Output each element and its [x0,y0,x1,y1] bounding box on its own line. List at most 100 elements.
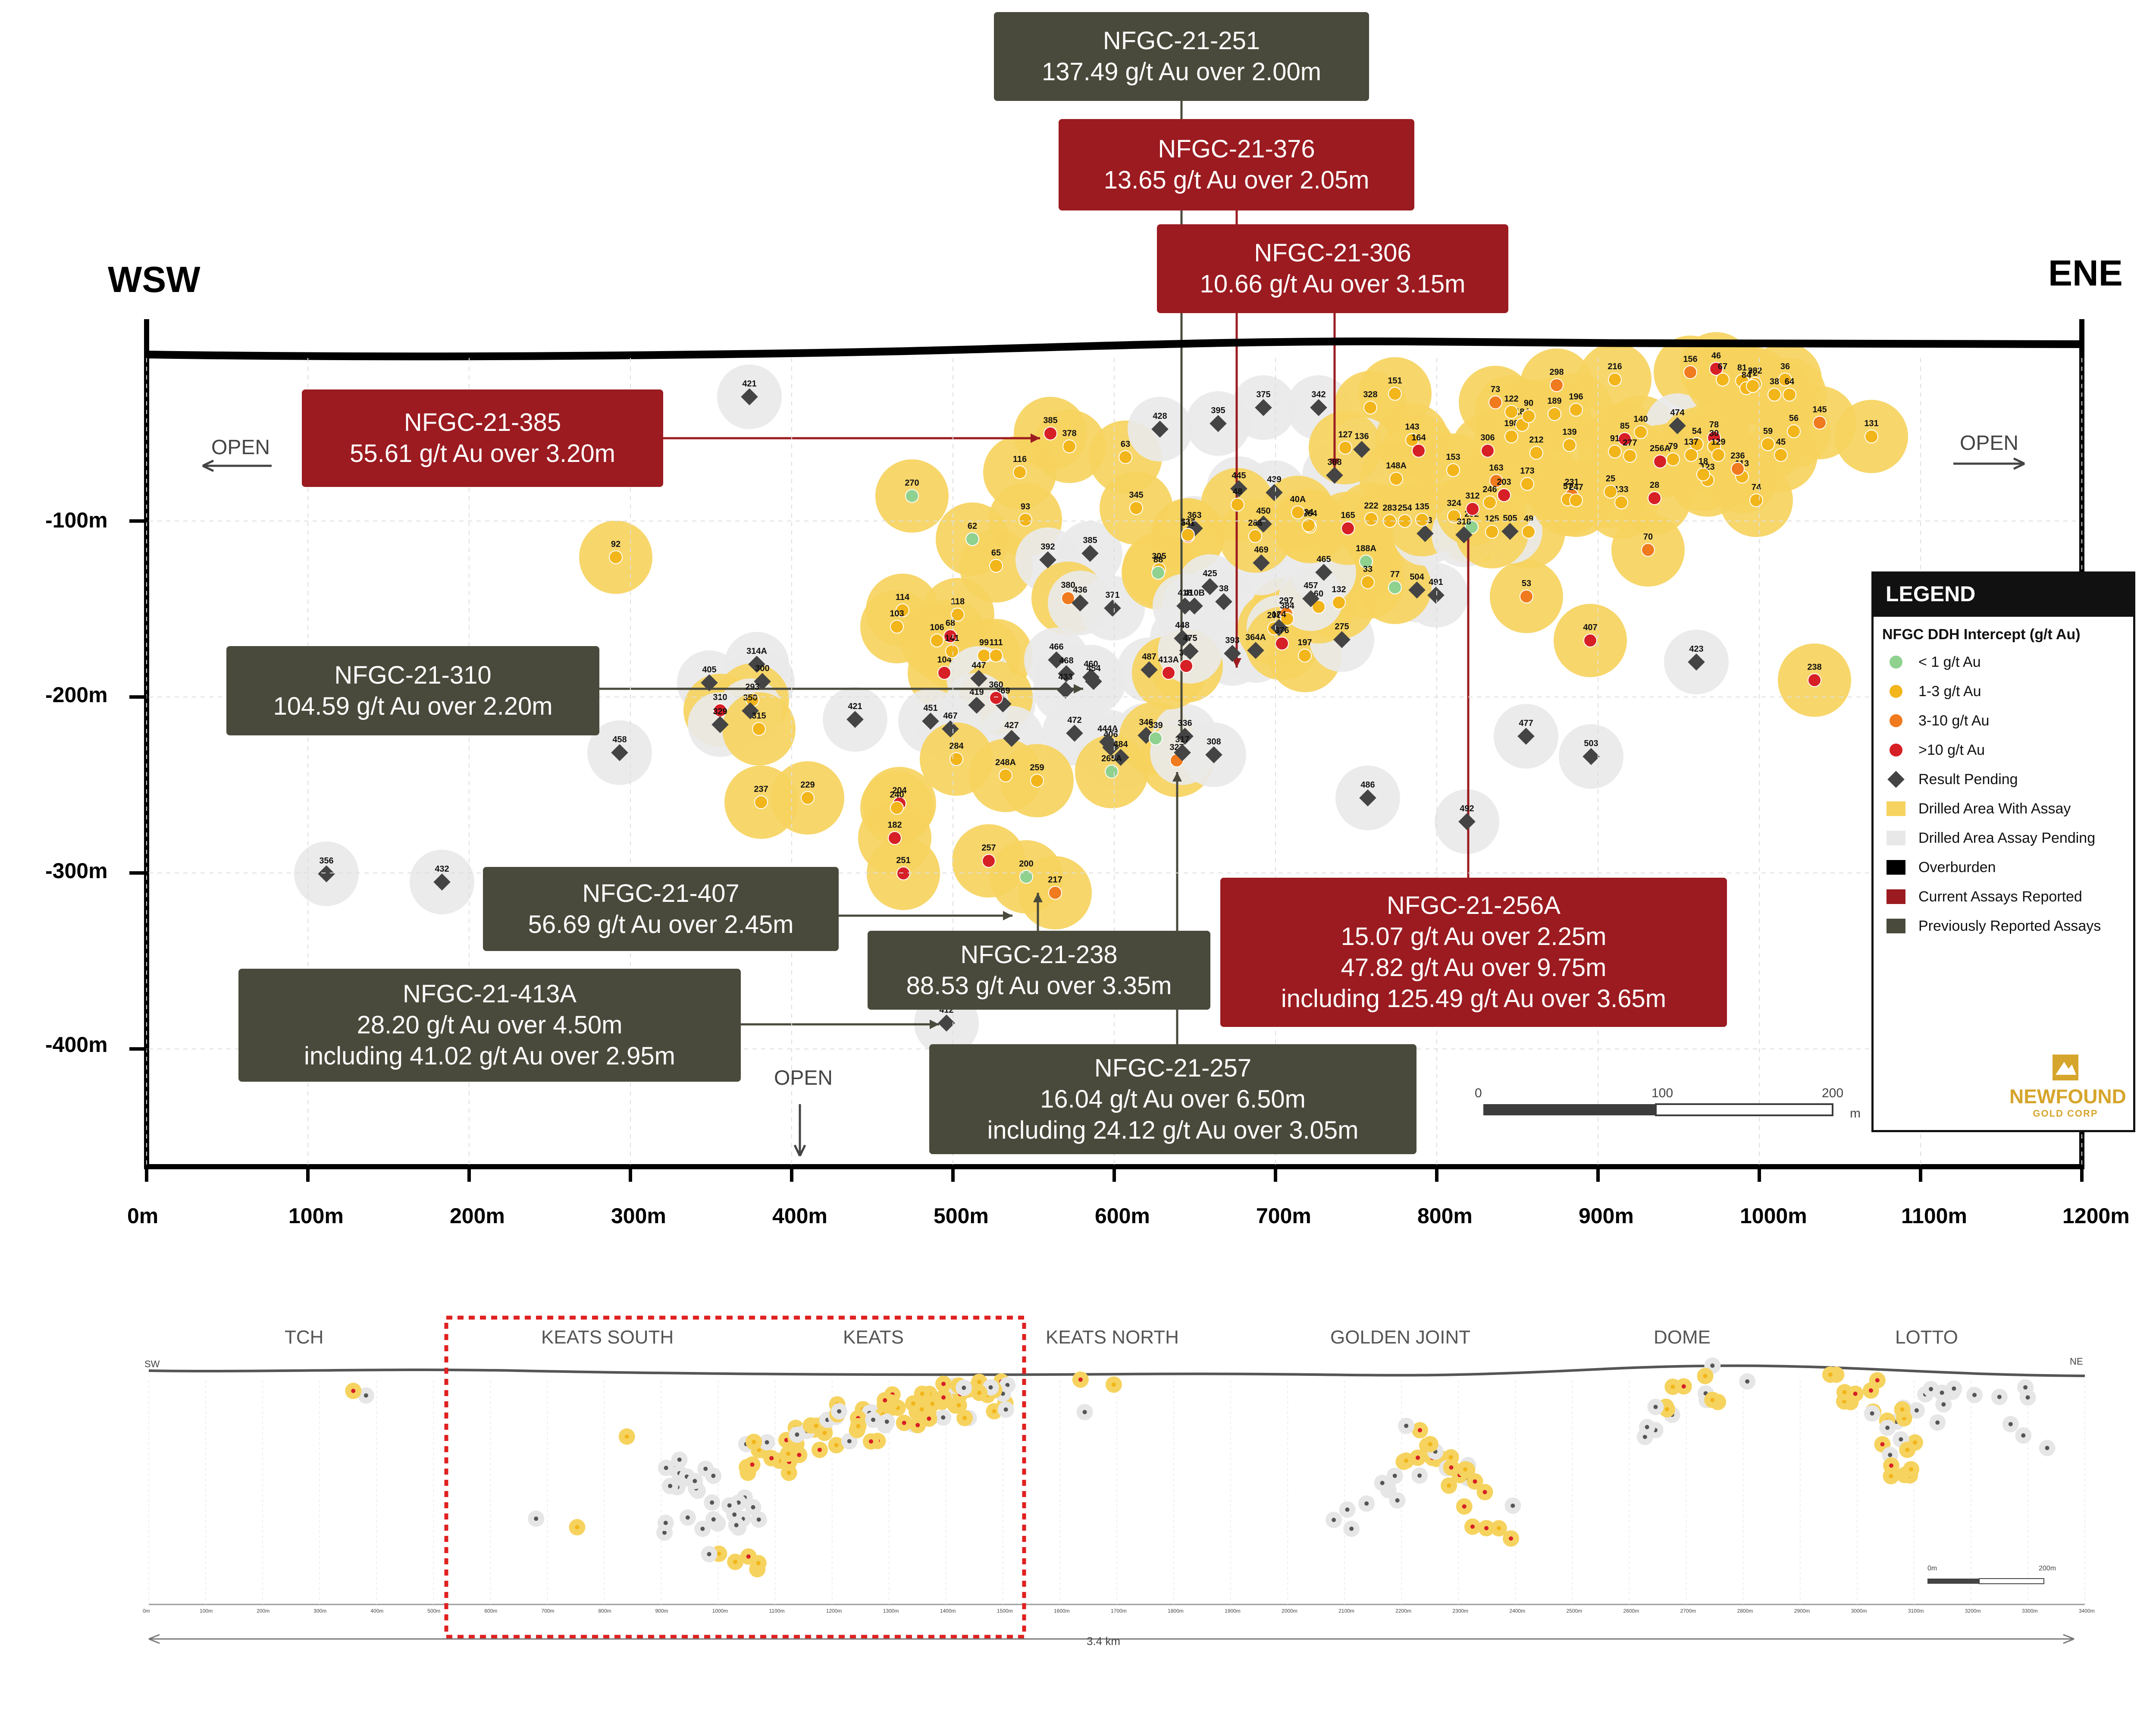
overview-hole-marker [1885,1425,1890,1430]
assay-result-marker [1711,448,1725,462]
hole-id-label: 93 [1021,502,1030,512]
assay-result-marker [1604,485,1617,499]
overview-hole-marker [1710,1363,1715,1368]
x-tick-label: 0m [127,1204,159,1228]
hole-id-label: 306 [1480,433,1495,443]
result-pending-marker [1201,578,1219,595]
result-pending-marker [1416,525,1434,542]
overview-hole-marker [834,1443,839,1447]
y-tick-label: -200m [45,683,108,707]
legend-swatch-icon [1887,741,1905,760]
hole-id-label: 384 [1280,601,1294,611]
hole-id-label: 458 [612,735,627,744]
overview-hole-marker [1473,1479,1477,1484]
hole-id-label: 247 [1569,483,1583,492]
hole-id-label: 67 [1718,362,1727,371]
result-pending-marker [433,873,451,891]
overview-hole-marker [962,1385,966,1390]
result-pending-marker [942,720,959,738]
overview-hole-marker [710,1500,714,1505]
overview-hole-marker [1670,1384,1675,1389]
hole-id-label: 375 [1256,390,1270,399]
hole-id-label: 143 [1405,422,1419,432]
result-pending-marker [1353,441,1370,458]
open-bottom-label: OPEN [774,1067,833,1089]
hole-id-label: 300 [755,664,769,673]
overview-hole-marker [700,1526,705,1531]
overview-region-label: LOTTO [1895,1327,1958,1348]
overview-hole-marker [685,1515,690,1520]
result-pending-marker [1151,421,1169,438]
hole-id-label: 40A [1290,495,1306,504]
hole-id-label: 164 [1411,433,1426,443]
hole-id-label: 346 [1139,718,1153,727]
assay-result-marker [1684,448,1698,462]
hole-id-label: 277 [1623,438,1637,448]
overview-hole-marker [1972,1393,1977,1397]
overview-hole-marker [756,1561,761,1566]
overview-hole-marker [2023,1385,2028,1390]
hole-id-label: 237 [754,785,768,794]
hole-id-label: 312 [1465,491,1479,501]
overview-hole-marker [693,1479,697,1483]
legend-item-label: Result Pending [1918,771,2018,788]
scale-bar-tick: 100 [1651,1086,1673,1100]
hole-id-label: 388 [1327,458,1341,467]
result-pending-marker [1048,651,1065,669]
assay-result-marker [1813,416,1827,430]
callout-nfgc-21-310: NFGC-21-310 104.59 g/t Au over 2.20m [226,646,599,735]
hole-id-label: 173 [1520,466,1534,476]
result-pending-marker [741,388,758,405]
open-left-arrow [202,459,272,472]
y-tick-label: -300m [45,859,108,883]
assay-result-marker [1149,731,1163,745]
overview-x-tick-label: 600m [484,1608,498,1614]
hole-id-label: 474 [1670,408,1685,418]
legend-item-label: 3-10 g/t Au [1918,712,1990,729]
hole-id-label: 229 [800,780,815,790]
hole-id-label: 477 [1519,719,1533,728]
overview-hole-marker [1645,1425,1649,1429]
overview-x-tick-label: 3400m [2079,1608,2095,1614]
hole-id-label: 231 [1564,477,1579,487]
overview-x-tick-label: 1500m [997,1608,1013,1614]
result-pending-marker [1315,564,1332,581]
assay-result-marker [950,752,963,766]
hole-id-label: 297 [1279,596,1293,606]
assay-result-marker [609,550,623,564]
assay-result-marker [1359,555,1373,568]
result-pending-marker [1174,744,1191,761]
overview-hole-marker [662,1530,667,1535]
hole-id-label: 25 [1606,474,1615,483]
hole-id-label: 460 [1084,659,1098,669]
hole-id-label: 200 [1019,859,1033,869]
overview-hole-marker [1447,1483,1451,1488]
assay-result-marker [1341,521,1355,535]
hole-id-label: 328 [1363,390,1377,399]
hole-id-label: 445 [1232,471,1246,480]
overview-x-tick-label: 900m [655,1608,668,1614]
overview-hole-marker [871,1417,876,1422]
overview-x-tick-label: 2000m [1282,1608,1297,1614]
callout-nfgc-21-407: NFGC-21-407 56.69 g/t Au over 2.45m [483,867,839,951]
legend-swatch-icon [1887,917,1905,935]
assay-result-marker [1415,513,1429,527]
hole-id-label: 28 [1650,480,1659,490]
hole-id-label: 197 [1297,638,1312,647]
hole-id-label: 63 [1121,439,1130,449]
hole-id-label: 342 [1311,390,1326,399]
assay-result-marker [977,649,991,662]
hole-id-label: 425 [1203,569,1217,578]
assay-result-marker [1280,612,1294,626]
overview-hole-marker [1404,1458,1408,1463]
legend-item: Current Assays Reported [1874,882,2133,911]
hole-id-label: 74 [1752,483,1761,492]
assay-result-marker [1162,666,1175,680]
overview-hole-marker [1842,1390,1847,1394]
overview-hole-marker [941,1381,946,1386]
y-tick-label: -100m [45,508,108,532]
overview-distance-label: 3.4 km [1087,1635,1121,1648]
overview-hole-marker [1828,1372,1833,1377]
result-pending-marker [1224,645,1241,662]
